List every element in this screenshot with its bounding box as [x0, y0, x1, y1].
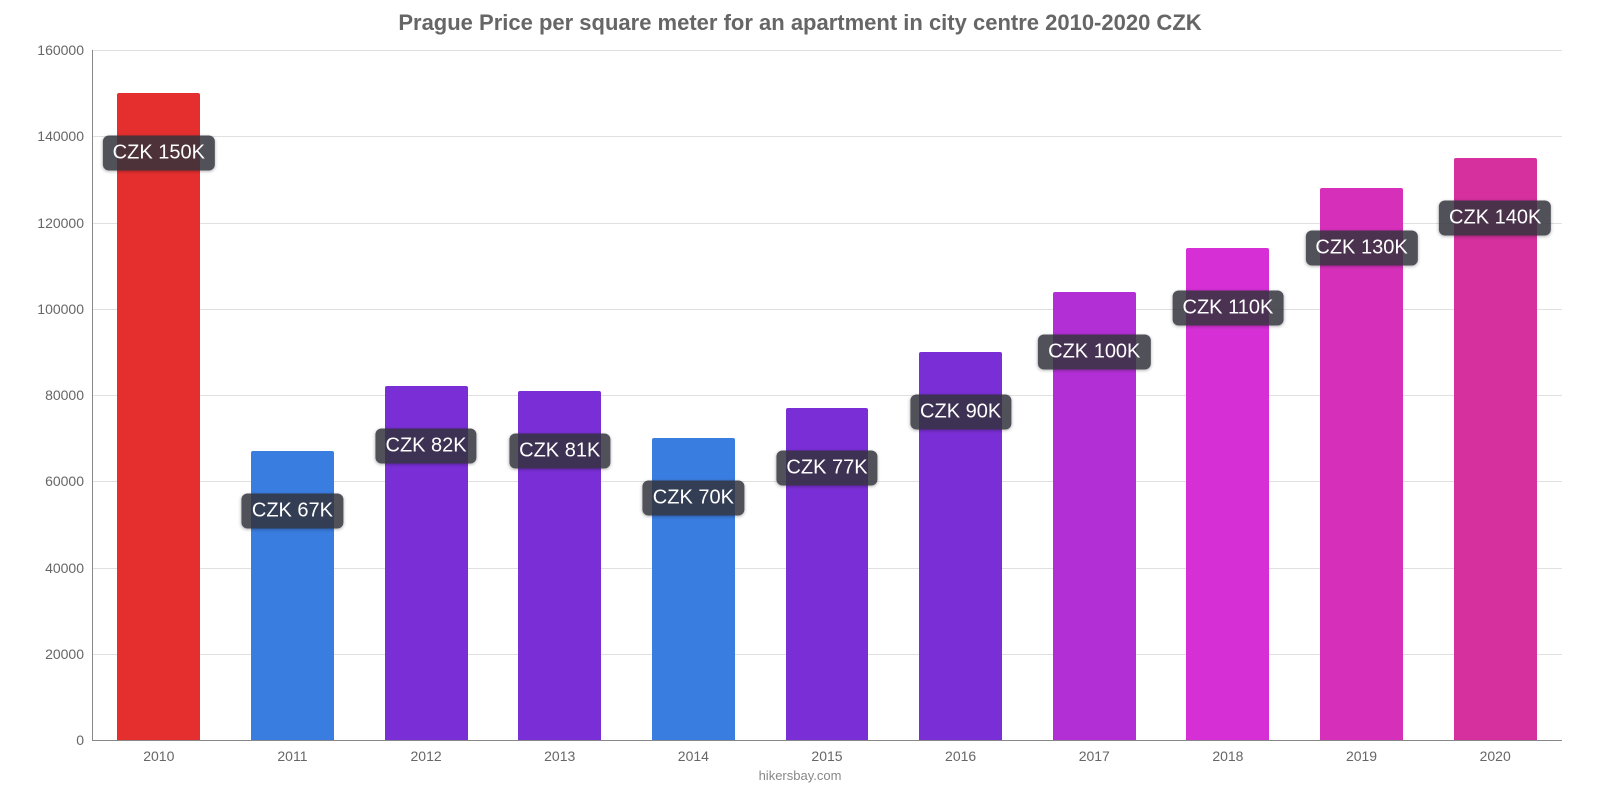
x-tick-label: 2014 — [678, 740, 709, 764]
y-tick-label: 140000 — [37, 128, 92, 144]
data-label: CZK 77K — [776, 450, 877, 485]
plot-area: 0200004000060000800001000001200001400001… — [92, 50, 1562, 740]
y-tick-label: 60000 — [45, 473, 92, 489]
attribution-text: hikersbay.com — [759, 768, 842, 783]
data-label: CZK 110K — [1173, 291, 1284, 326]
bar — [117, 93, 200, 740]
gridline — [92, 136, 1562, 137]
data-label: CZK 81K — [509, 433, 610, 468]
data-label: CZK 140K — [1439, 200, 1551, 235]
bar — [1320, 188, 1403, 740]
y-tick-label: 0 — [76, 732, 92, 748]
data-label: CZK 70K — [643, 481, 744, 516]
x-tick-label: 2012 — [411, 740, 442, 764]
y-tick-label: 100000 — [37, 301, 92, 317]
y-tick-label: 80000 — [45, 387, 92, 403]
x-tick-label: 2016 — [945, 740, 976, 764]
y-axis-line — [92, 50, 93, 740]
y-tick-label: 40000 — [45, 560, 92, 576]
x-tick-label: 2018 — [1212, 740, 1243, 764]
gridline — [92, 50, 1562, 51]
y-tick-label: 160000 — [37, 42, 92, 58]
data-label: CZK 150K — [103, 136, 215, 171]
x-tick-label: 2020 — [1480, 740, 1511, 764]
y-tick-label: 120000 — [37, 215, 92, 231]
y-tick-label: 20000 — [45, 646, 92, 662]
data-label: CZK 82K — [376, 429, 477, 464]
x-tick-label: 2015 — [811, 740, 842, 764]
chart-title: Prague Price per square meter for an apa… — [0, 0, 1600, 36]
x-tick-label: 2013 — [544, 740, 575, 764]
x-tick-label: 2011 — [277, 740, 307, 764]
x-tick-label: 2017 — [1079, 740, 1110, 764]
data-label: CZK 67K — [242, 494, 343, 529]
data-label: CZK 90K — [910, 394, 1011, 429]
bar — [1454, 158, 1537, 740]
data-label: CZK 100K — [1038, 334, 1150, 369]
bar-chart: Prague Price per square meter for an apa… — [0, 0, 1600, 800]
x-tick-label: 2010 — [143, 740, 174, 764]
x-tick-label: 2019 — [1346, 740, 1377, 764]
data-label: CZK 130K — [1305, 231, 1417, 266]
